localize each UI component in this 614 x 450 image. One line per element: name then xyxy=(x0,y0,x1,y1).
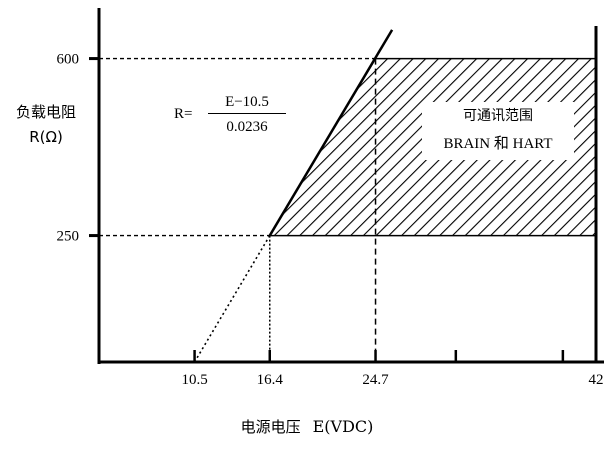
load-line-dotted xyxy=(193,235,271,363)
formula-fraction-bar xyxy=(208,113,286,114)
formula-lhs: R= xyxy=(174,106,193,122)
load-line xyxy=(268,29,394,237)
x-axis-label-part-1: 电源电压 xyxy=(240,418,301,436)
x-tick-label: 10.5 xyxy=(181,372,207,388)
y-axis-label-line-1: 负载电阻 xyxy=(15,103,76,121)
x-tick-label: 16.4 xyxy=(257,372,284,388)
y-tick-label: 250 xyxy=(57,229,80,245)
region-label: 可通讯范围 BRAIN 和 HART xyxy=(422,102,574,160)
formula-fraction: E−10.5 0.0236 xyxy=(208,92,286,137)
x-tick-label: 24.7 xyxy=(362,372,389,388)
y-axis-label-line-2: R(Ω) xyxy=(29,128,63,146)
y-tick-label: 600 xyxy=(57,52,80,68)
x-axis-label: 电源电压 E(VDC) xyxy=(0,416,614,437)
region-label-line-1: 可通讯范围 xyxy=(463,108,533,124)
y-axis-label: 负载电阻 R(Ω) xyxy=(8,100,84,150)
formula-denominator: 0.0236 xyxy=(226,119,268,135)
x-tick-label: 42 xyxy=(589,372,604,388)
region-label-line-2: BRAIN 和 HART xyxy=(443,136,553,152)
x-axis-label-part-2: E(VDC) xyxy=(312,417,374,436)
formula-numerator: E−10.5 xyxy=(225,94,269,110)
